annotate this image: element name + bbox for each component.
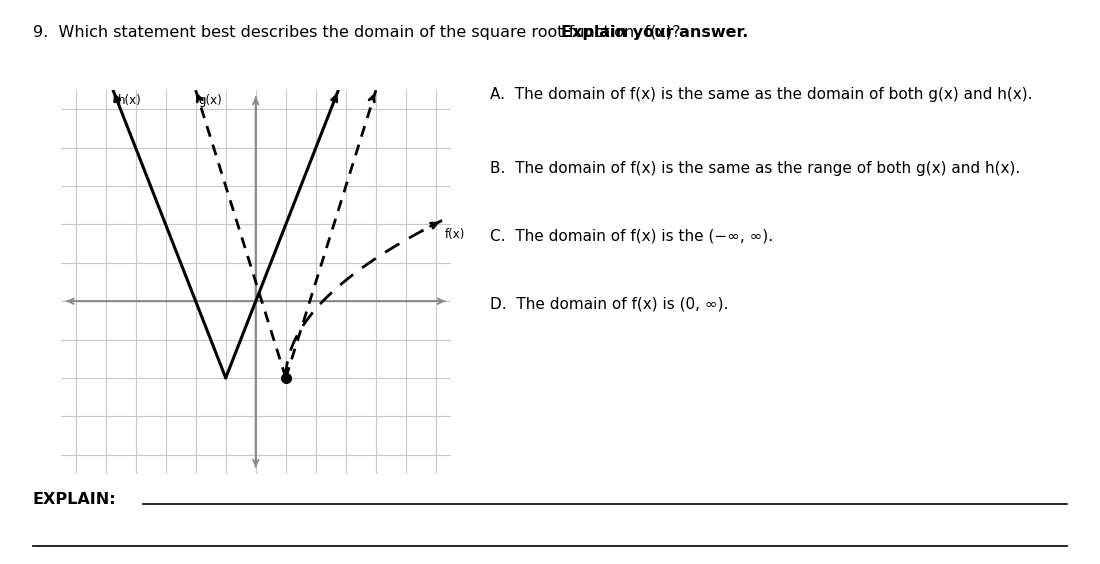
Text: 9.  Which statement best describes the domain of the square root function, f(x)?: 9. Which statement best describes the do… [33, 25, 691, 41]
Text: B.  The domain of f(x) is the same as the range of both g(x) and h(x).: B. The domain of f(x) is the same as the… [490, 161, 1020, 176]
Text: C.  The domain of f(x) is the (−∞, ∞).: C. The domain of f(x) is the (−∞, ∞). [490, 228, 772, 244]
Text: A.  The domain of f(x) is the same as the domain of both g(x) and h(x).: A. The domain of f(x) is the same as the… [490, 87, 1032, 103]
Text: Explain your answer.: Explain your answer. [561, 25, 748, 41]
Text: D.  The domain of f(x) is (0, ∞).: D. The domain of f(x) is (0, ∞). [490, 296, 728, 311]
Text: f(x): f(x) [446, 228, 465, 241]
Text: g(x): g(x) [199, 94, 222, 107]
Text: EXPLAIN:: EXPLAIN: [33, 492, 117, 506]
Text: h(x): h(x) [118, 94, 141, 107]
